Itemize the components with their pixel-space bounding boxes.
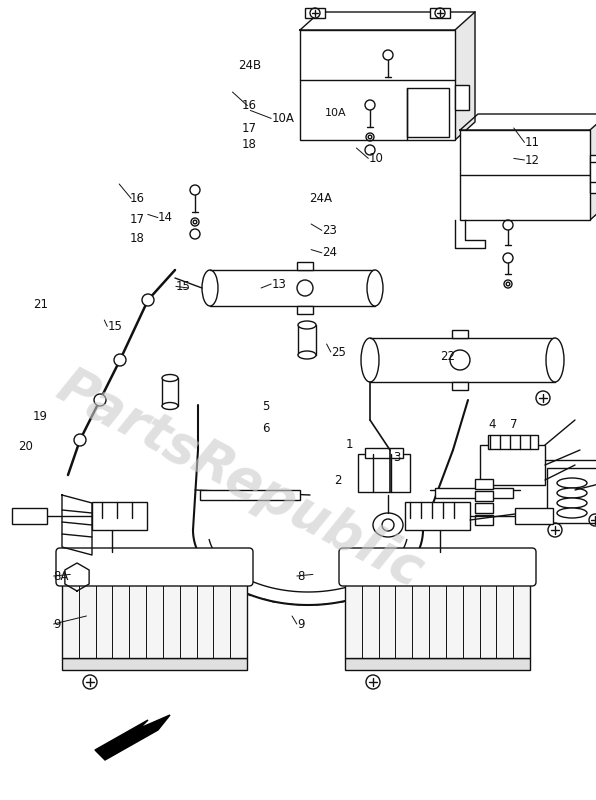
- Bar: [297, 306, 313, 314]
- Text: 8: 8: [297, 570, 304, 582]
- Text: PartsRepublic: PartsRepublic: [48, 362, 432, 598]
- Bar: [475, 491, 493, 501]
- Circle shape: [74, 434, 86, 446]
- Polygon shape: [65, 563, 89, 591]
- Text: 22: 22: [440, 350, 455, 362]
- Text: 18: 18: [241, 138, 256, 150]
- Circle shape: [94, 394, 106, 406]
- Bar: [452, 330, 468, 338]
- FancyBboxPatch shape: [56, 548, 253, 586]
- Bar: [590, 155, 596, 193]
- Text: 17: 17: [241, 122, 256, 134]
- Bar: [358, 454, 410, 492]
- Text: 17: 17: [130, 213, 145, 226]
- Text: 10: 10: [368, 152, 383, 165]
- Bar: [162, 378, 178, 406]
- Text: 6: 6: [262, 422, 270, 435]
- Text: 20: 20: [18, 440, 33, 453]
- Text: 14: 14: [158, 211, 173, 224]
- Text: 25: 25: [331, 346, 346, 358]
- Ellipse shape: [557, 508, 587, 518]
- Bar: [475, 515, 493, 525]
- Bar: [488, 435, 538, 449]
- Ellipse shape: [162, 374, 178, 382]
- Bar: [200, 490, 300, 500]
- Bar: [92, 502, 147, 530]
- Bar: [452, 382, 468, 390]
- Text: 9: 9: [297, 618, 305, 630]
- Circle shape: [114, 354, 126, 366]
- Ellipse shape: [202, 270, 218, 306]
- Ellipse shape: [298, 321, 316, 329]
- Text: 15: 15: [107, 320, 122, 333]
- Text: 7: 7: [510, 418, 517, 430]
- Bar: [365, 448, 403, 458]
- Bar: [475, 503, 493, 513]
- Text: 3: 3: [393, 451, 401, 464]
- Bar: [297, 262, 313, 270]
- Ellipse shape: [162, 402, 178, 410]
- Ellipse shape: [557, 478, 587, 488]
- Bar: [298, 325, 316, 355]
- Text: 19: 19: [33, 410, 48, 422]
- Text: 24B: 24B: [238, 59, 262, 72]
- Text: 10A: 10A: [325, 107, 347, 118]
- Bar: [62, 658, 247, 670]
- Bar: [405, 502, 470, 530]
- Bar: [407, 87, 449, 137]
- Text: 15: 15: [176, 280, 191, 293]
- Bar: [300, 30, 455, 140]
- Bar: [547, 468, 596, 523]
- Text: 24: 24: [322, 246, 337, 259]
- Circle shape: [142, 294, 154, 306]
- Text: 5: 5: [262, 400, 269, 413]
- Bar: [515, 508, 553, 524]
- Ellipse shape: [557, 498, 587, 508]
- Bar: [430, 8, 450, 18]
- Ellipse shape: [557, 488, 587, 498]
- Ellipse shape: [373, 513, 403, 537]
- Bar: [345, 658, 530, 670]
- Ellipse shape: [298, 351, 316, 359]
- Text: 16: 16: [130, 192, 145, 205]
- Bar: [480, 445, 545, 485]
- Bar: [345, 580, 530, 658]
- Polygon shape: [95, 715, 170, 760]
- Text: 4: 4: [489, 418, 496, 430]
- Bar: [475, 479, 493, 489]
- Bar: [460, 130, 590, 220]
- Polygon shape: [455, 12, 475, 140]
- Text: 13: 13: [271, 278, 286, 290]
- Ellipse shape: [367, 270, 383, 306]
- Text: 2: 2: [334, 474, 342, 486]
- Bar: [455, 85, 469, 110]
- Text: 12: 12: [524, 154, 539, 166]
- Text: 9: 9: [54, 618, 61, 630]
- FancyBboxPatch shape: [339, 548, 536, 586]
- Text: 21: 21: [33, 298, 48, 310]
- Bar: [305, 8, 325, 18]
- Polygon shape: [62, 495, 92, 555]
- Bar: [62, 580, 247, 658]
- Ellipse shape: [361, 338, 379, 382]
- Text: 8A: 8A: [54, 570, 69, 582]
- Text: 23: 23: [322, 224, 337, 237]
- Polygon shape: [590, 114, 596, 220]
- Text: 18: 18: [130, 232, 145, 245]
- Bar: [12, 508, 47, 524]
- Text: 1: 1: [346, 438, 353, 450]
- Text: 11: 11: [524, 136, 539, 149]
- Ellipse shape: [546, 338, 564, 382]
- Text: 10A: 10A: [271, 112, 294, 125]
- Bar: [435, 488, 513, 498]
- Text: 24A: 24A: [309, 192, 332, 205]
- Text: 16: 16: [241, 99, 256, 112]
